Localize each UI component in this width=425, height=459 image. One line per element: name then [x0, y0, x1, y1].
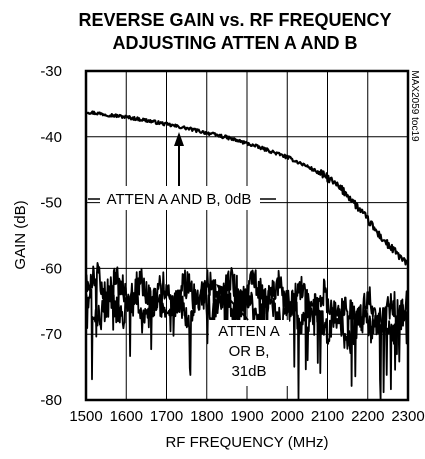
- x-axis-label: RF FREQUENCY (MHz): [165, 434, 328, 451]
- annotation-2-line-3: 31dB: [231, 363, 266, 380]
- y-tick-label: -70: [40, 326, 62, 343]
- x-tick-label: 2000: [271, 408, 304, 425]
- x-tick-label: 1800: [190, 408, 223, 425]
- annotation-2-arrow-shaft: [222, 291, 249, 321]
- y-tick-label: -40: [40, 129, 62, 146]
- annotation-2-line-1: ATTEN A: [218, 323, 279, 340]
- annotation-2-arrowhead: [216, 284, 230, 297]
- annotation-1-background: [100, 186, 260, 210]
- tick-labels: 1500 1600 1700 1800 1900 2000 2100 2200 2300 -30 -…: [40, 63, 424, 425]
- x-tick-label: 2300: [391, 408, 424, 425]
- series-layer: [85, 110, 409, 401]
- doc-code: MAX2059 toc19: [409, 70, 420, 142]
- y-tick-label: -30: [40, 63, 62, 80]
- annotation-2-line-2: OR B,: [229, 343, 270, 360]
- chart-title-line-2: ADJUSTING ATTEN A AND B: [113, 33, 358, 53]
- annotation-2-background: [209, 320, 289, 386]
- y-axis-label: GAIN (dB): [12, 200, 29, 269]
- x-tick-label: 2100: [311, 408, 344, 425]
- y-tick-label: -50: [40, 195, 62, 212]
- annotation-1-text: ATTEN A AND B, 0dB: [107, 191, 252, 208]
- x-tick-label: 1700: [150, 408, 183, 425]
- x-tick-label: 2200: [351, 408, 384, 425]
- y-tick-label: -60: [40, 260, 62, 277]
- plot-frame: [84, 69, 410, 402]
- series-line-3: [85, 281, 409, 401]
- series-line-1: [85, 110, 409, 266]
- y-tick-label: -80: [40, 392, 62, 409]
- x-tick-label: 1600: [110, 408, 143, 425]
- annotation-1-arrowhead: [174, 132, 184, 146]
- x-tick-label: 1900: [230, 408, 263, 425]
- chart-title-line-1: REVERSE GAIN vs. RF FREQUENCY: [78, 10, 391, 30]
- x-tick-label: 1500: [69, 408, 102, 425]
